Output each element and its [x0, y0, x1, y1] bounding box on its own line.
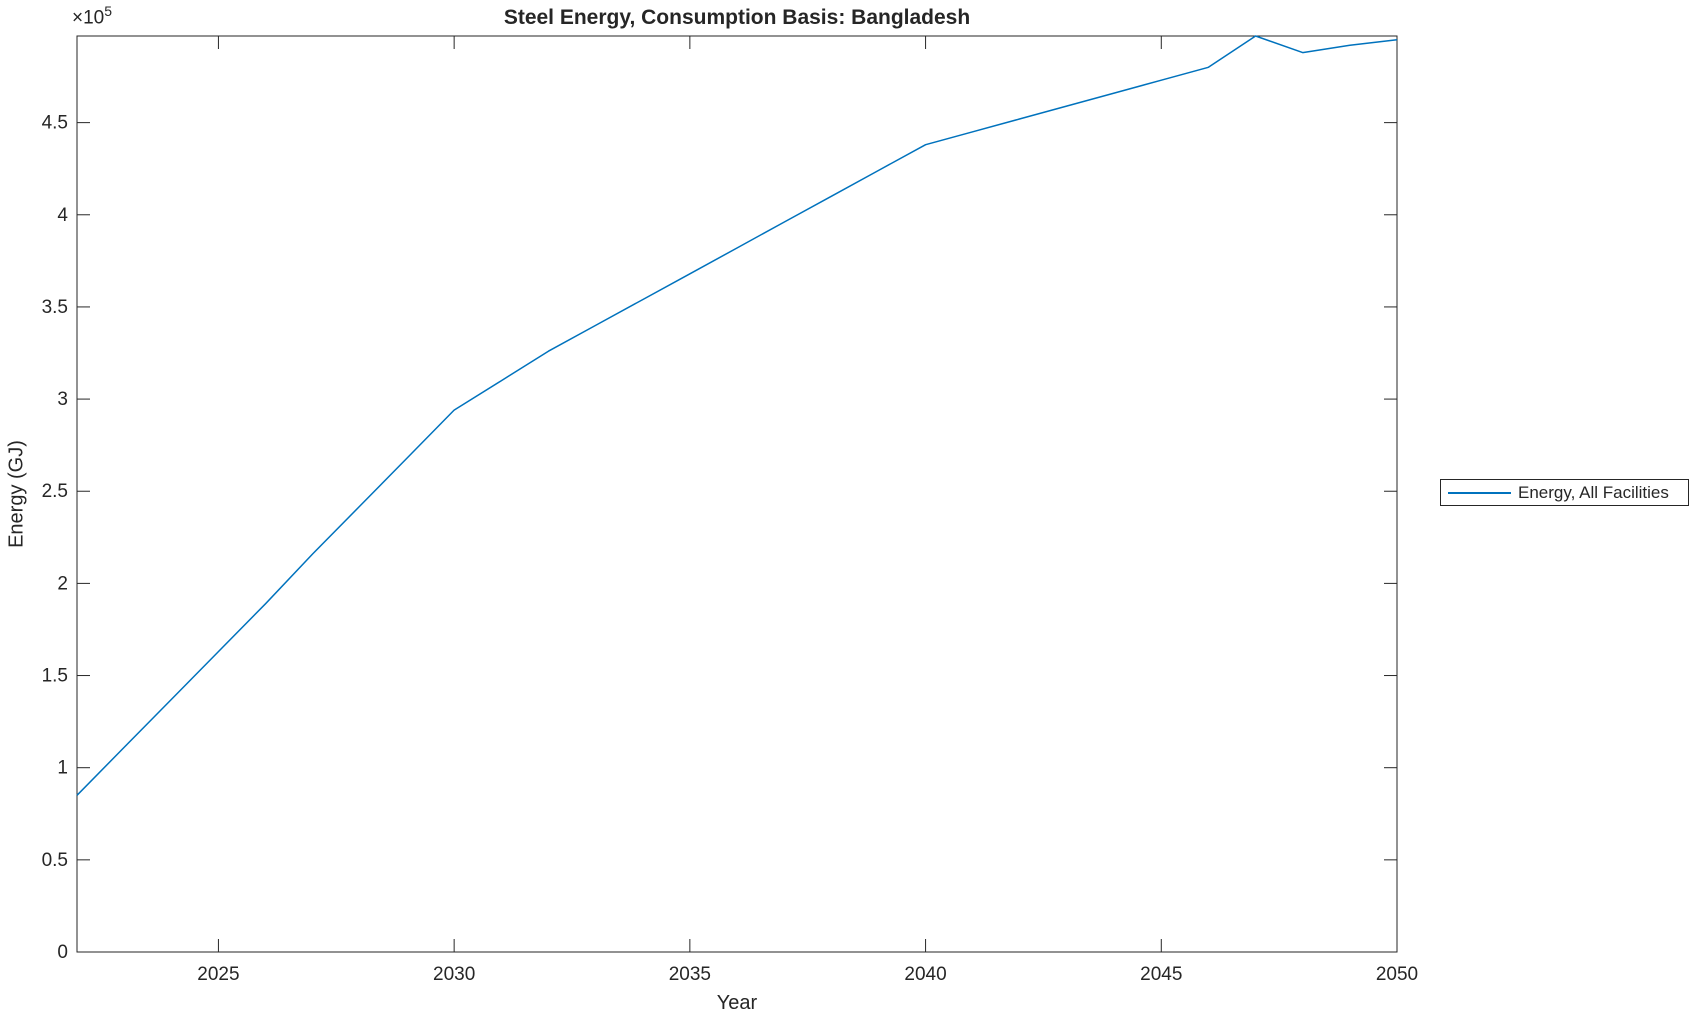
- x-tick-label: 2050: [1376, 964, 1418, 985]
- y-tick-label: 1.5: [42, 666, 68, 687]
- data-line: [76, 35, 1398, 796]
- x-tick-label: 2045: [1140, 964, 1182, 985]
- x-tick-label: 2035: [669, 964, 711, 985]
- legend[interactable]: Energy, All Facilities: [1440, 479, 1689, 506]
- y-tick-label: 2.5: [42, 481, 68, 502]
- axes-box: [76, 35, 1398, 953]
- x-tick-label: 2025: [197, 964, 239, 985]
- legend-entry-label: Energy, All Facilities: [1518, 482, 1669, 502]
- y-axis-exponent-label: ×105: [72, 3, 112, 29]
- y-axis-exponent-base: ×10: [72, 7, 105, 29]
- x-axis-label: Year: [716, 992, 758, 1014]
- y-tick-label: 0.5: [42, 850, 68, 871]
- y-axis-exponent-power: 5: [104, 3, 113, 19]
- y-axis-label: Energy (GJ): [5, 440, 28, 548]
- legend-line-sample: [1448, 492, 1511, 494]
- y-tick-label: 4.5: [42, 113, 68, 134]
- chart-title: Steel Energy, Consumption Basis: Banglad…: [503, 6, 971, 29]
- y-tick-label: 4: [57, 205, 68, 226]
- y-tick-label: 0: [57, 942, 68, 963]
- y-tick-label: 2: [57, 573, 68, 594]
- y-tick-label: 3: [57, 389, 68, 410]
- y-tick-label: 1: [57, 758, 68, 779]
- x-tick-label: 2030: [433, 964, 475, 985]
- x-tick-label: 2040: [904, 964, 946, 985]
- y-tick-label: 3.5: [42, 297, 68, 318]
